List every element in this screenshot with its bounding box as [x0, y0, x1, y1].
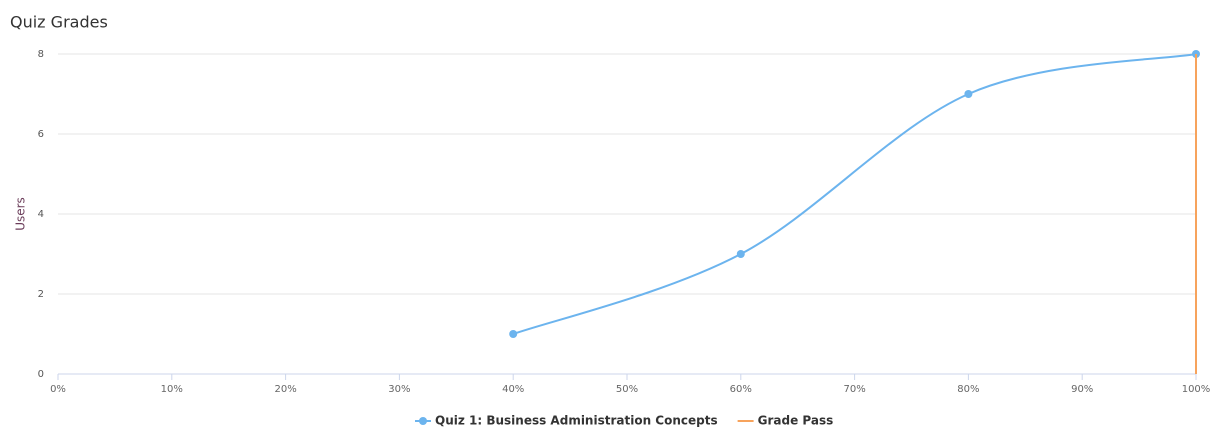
data-point	[964, 90, 973, 98]
x-tick-label: 80%	[957, 384, 979, 395]
x-tick-label: 0%	[50, 384, 66, 395]
data-point	[736, 250, 745, 258]
y-axis-label: Users	[14, 197, 28, 231]
x-tick-label: 10%	[161, 384, 183, 395]
y-tick-label: 0	[38, 369, 44, 380]
legend-marker[interactable]	[419, 417, 427, 425]
y-tick-label: 4	[38, 209, 44, 220]
x-tick-label: 30%	[388, 384, 410, 395]
series-line	[512, 53, 1197, 335]
legend-item[interactable]: Quiz 1: Business Administration Concepts	[435, 414, 718, 428]
data-point	[509, 330, 518, 338]
x-tick-label: 20%	[274, 384, 296, 395]
y-tick-label: 8	[38, 49, 44, 60]
x-tick-label: 60%	[730, 384, 752, 395]
y-tick-label: 6	[38, 129, 44, 140]
chart-title: Quiz Grades	[10, 13, 108, 32]
x-tick-label: 50%	[616, 384, 638, 395]
x-tick-label: 100%	[1182, 384, 1211, 395]
legend-item[interactable]: Grade Pass	[758, 414, 834, 428]
x-tick-label: 90%	[1071, 384, 1093, 395]
x-tick-label: 40%	[502, 384, 524, 395]
x-tick-label: 70%	[843, 384, 865, 395]
y-tick-label: 2	[38, 289, 44, 300]
